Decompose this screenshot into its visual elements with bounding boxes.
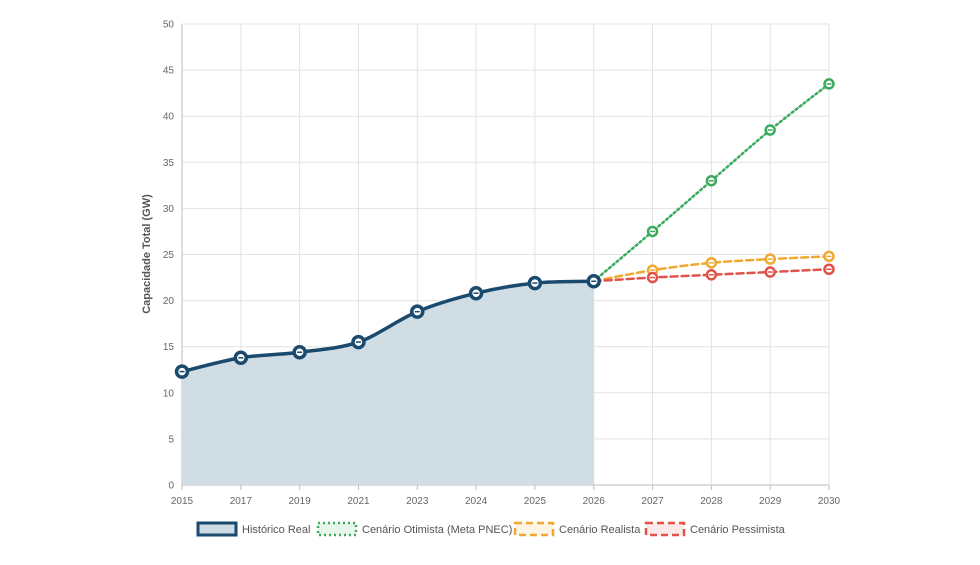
legend-label: Histórico Real [242,524,310,536]
legend: Histórico Real Cenário Otimista (Meta PNE… [196,521,786,537]
y-tick-label: 35 [163,158,175,169]
y-tick-label: 5 [168,434,174,445]
legend-label: Cenário Realista [559,524,641,536]
y-tick-label: 40 [163,112,175,123]
legend-item[interactable]: Histórico Real [196,521,310,537]
x-tick-label: 2027 [641,496,664,507]
legend-label: Cenário Pessimista [690,524,786,536]
y-tick-label: 10 [163,388,175,399]
legend-item[interactable]: Cenário Realista [513,521,641,537]
x-tick-label: 2021 [347,496,370,507]
legend-swatch [513,521,555,537]
x-tick-label: 2015 [171,496,194,507]
legend-swatch [196,521,238,537]
y-tick-label: 15 [163,342,175,353]
y-tick-label: 25 [163,250,175,261]
legend-item[interactable]: Cenário Otimista (Meta PNEC) [316,521,512,537]
historical-area [182,281,594,485]
x-tick-label: 2023 [406,496,429,507]
y-tick-label: 20 [163,296,175,307]
series-points [174,78,835,379]
x-tick-label: 2017 [230,496,253,507]
y-tick-label: 30 [163,204,175,215]
legend-item[interactable]: Cenário Pessimista [644,521,786,537]
y-tick-label: 45 [163,66,175,77]
x-tick-label: 2030 [818,496,841,507]
x-tick-label: 2025 [524,496,547,507]
legend-label: Cenário Otimista (Meta PNEC) [362,524,512,536]
x-tick-label: 2026 [583,496,606,507]
series-line-2 [592,255,831,283]
y-axis-title: Capacidade Total (GW) [141,194,153,314]
legend-swatch [644,521,686,537]
x-tick-label: 2024 [465,496,488,507]
legend-swatch [316,521,358,537]
y-tick-label: 0 [168,481,174,492]
x-tick-label: 2019 [289,496,312,507]
area-fill [182,281,594,485]
x-tick-label: 2029 [759,496,782,507]
y-tick-label: 50 [163,20,175,31]
x-tick-label: 2028 [700,496,723,507]
